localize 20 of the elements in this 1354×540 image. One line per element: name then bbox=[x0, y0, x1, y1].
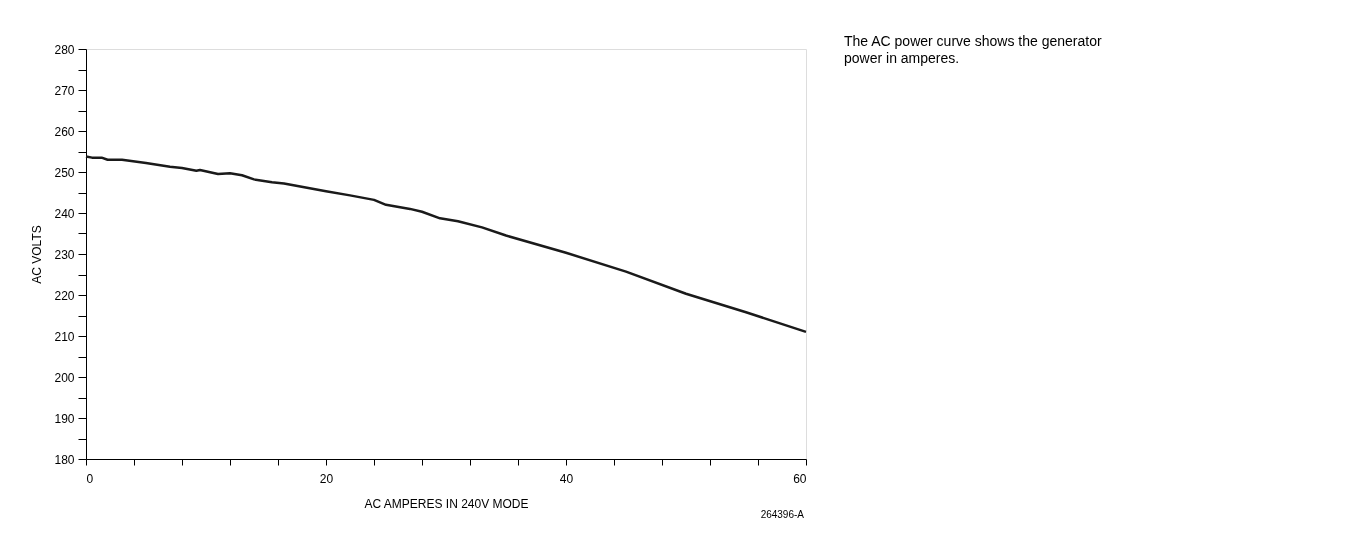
x-axis-title: AC AMPERES IN 240V MODE bbox=[364, 496, 529, 511]
y-axis-title: AC VOLTS bbox=[30, 225, 45, 284]
line-series bbox=[84, 155, 808, 334]
x-tick-label: 20 bbox=[319, 471, 334, 486]
x-tick-label: 0 bbox=[86, 471, 94, 486]
y-tick-label: 220 bbox=[54, 288, 75, 303]
y-tick-label: 210 bbox=[54, 329, 75, 344]
x-tick-label: 40 bbox=[559, 471, 574, 486]
y-tick-label: 280 bbox=[54, 42, 75, 57]
y-tick-label: 180 bbox=[54, 452, 75, 467]
y-tick-label: 200 bbox=[54, 370, 75, 385]
text: 264396-A bbox=[760, 509, 805, 520]
y-tick-label: 240 bbox=[54, 206, 75, 221]
y-tick-label: 260 bbox=[54, 124, 75, 139]
y-tick-label: 250 bbox=[54, 165, 75, 180]
y-tick-label: 270 bbox=[54, 83, 75, 98]
y-tick-label: 230 bbox=[54, 247, 75, 262]
y-tick-label: 190 bbox=[54, 411, 75, 426]
x-tick-label: 60 bbox=[793, 471, 807, 486]
text: The AC power curve shows the generator power in amperes. bbox=[844, 33, 1102, 66]
